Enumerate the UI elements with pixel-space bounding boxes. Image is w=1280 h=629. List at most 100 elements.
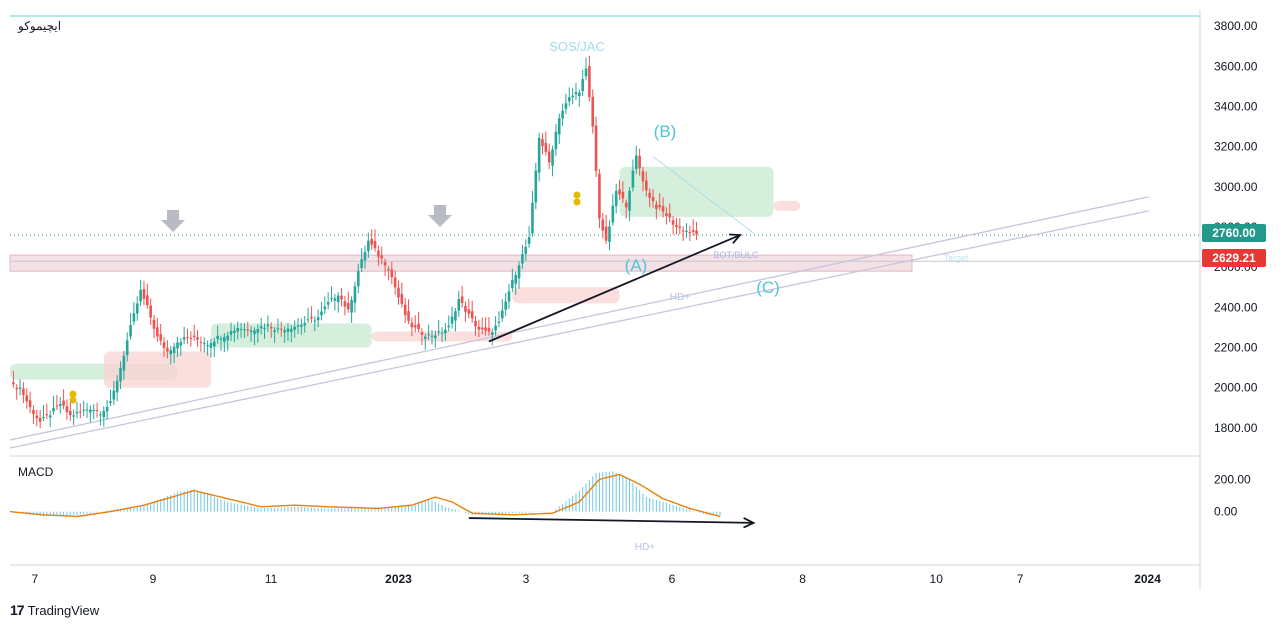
time-tick-label: 8	[799, 572, 806, 586]
ichimoku-cloud	[10, 166, 801, 388]
candle-body	[149, 305, 152, 318]
candle-body	[497, 321, 501, 323]
candle-body	[678, 226, 682, 228]
candle-body	[604, 226, 608, 241]
trendlines[interactable]	[9, 156, 1149, 449]
candle-body	[427, 334, 430, 336]
resistance-zone	[9, 254, 913, 272]
candle-body	[628, 190, 631, 211]
candle-body	[480, 327, 484, 330]
candle-body	[229, 330, 233, 335]
candle-body	[290, 328, 293, 332]
drawn-arrows[interactable]	[468, 233, 756, 529]
candle-body	[614, 190, 618, 207]
candle-body	[25, 395, 29, 402]
candle-body	[52, 407, 55, 412]
candle-body	[58, 404, 62, 407]
macd-pane	[9, 471, 721, 518]
candle-body	[588, 66, 591, 97]
candle-body	[92, 409, 96, 411]
candle-body	[313, 320, 317, 322]
candle-body	[192, 335, 196, 337]
candle-body	[82, 409, 85, 411]
candle-body	[226, 335, 229, 341]
candle-body	[357, 271, 360, 287]
price-tick-label: 3000.00	[1214, 180, 1258, 194]
candle-body	[601, 219, 605, 231]
candlesticks	[12, 55, 698, 429]
candle-body	[330, 297, 333, 299]
candle-body	[440, 332, 444, 334]
candle-body	[139, 289, 142, 302]
candle-body	[189, 337, 193, 339]
watermark: SOS/JAC	[549, 39, 605, 54]
candle-body	[363, 251, 367, 261]
candle-body	[340, 295, 343, 300]
candle-body	[300, 324, 303, 327]
candle-body	[179, 342, 183, 346]
symbol-name: ایچیموکو	[17, 19, 61, 33]
candle-body	[212, 341, 216, 347]
candle-body	[377, 250, 380, 257]
candle-body	[122, 355, 126, 371]
candle-body	[638, 155, 641, 169]
candle-body	[28, 400, 32, 408]
candle-body	[581, 79, 584, 91]
macd-divergence-arrow	[468, 517, 754, 524]
time-tick-label: 2024	[1134, 572, 1161, 586]
candle-body	[434, 335, 437, 339]
time-tick-label: 11	[265, 572, 278, 586]
candle-body	[534, 170, 538, 203]
horizontal-levels[interactable]	[10, 234, 1200, 262]
candle-body	[216, 335, 219, 340]
candle-body	[22, 388, 25, 396]
signal-coin-icon	[69, 390, 77, 404]
candle-body	[665, 213, 668, 216]
candle-body	[95, 410, 99, 412]
candle-body	[598, 173, 601, 219]
price-axis[interactable]: 3800.003600.003400.003200.003000.002800.…	[1214, 19, 1258, 519]
time-tick-label: 10	[930, 572, 944, 586]
candle-body	[400, 294, 404, 304]
candle-body	[631, 170, 635, 188]
wave-label-a: (A)	[625, 256, 648, 275]
time-axis[interactable]: 7 9 11 2023 3 6 8 10 7 2024	[32, 572, 1162, 586]
candle-body	[326, 302, 330, 305]
candle-body	[373, 241, 377, 249]
tradingview-wordmark: TradingView	[27, 602, 100, 618]
marker-arrow-down-icon	[161, 210, 185, 232]
candle-body	[38, 417, 42, 422]
candle-body	[35, 415, 39, 419]
tradingview-logo[interactable]: 17 TradingView	[10, 602, 99, 618]
target-label: Target	[943, 253, 969, 263]
candle-body	[68, 410, 72, 416]
cloud-segment	[619, 166, 774, 217]
candle-body	[618, 189, 621, 195]
candle-body	[645, 180, 648, 191]
time-tick-label: 7	[32, 572, 39, 586]
candle-body	[129, 325, 132, 337]
trendline	[9, 196, 1149, 441]
candle-body	[524, 246, 528, 254]
price-divergence-arrow	[488, 234, 741, 343]
candle-body	[243, 329, 246, 331]
candle-body	[397, 287, 400, 298]
time-tick-label: 9	[150, 572, 157, 586]
candle-body	[135, 303, 139, 314]
candle-body	[567, 97, 571, 102]
candle-body	[504, 301, 507, 310]
time-tick-label: 2023	[385, 572, 412, 586]
candle-body	[688, 231, 692, 233]
candle-body	[263, 327, 266, 330]
candle-body	[182, 337, 186, 340]
price-tick-label: 2000.00	[1214, 381, 1258, 395]
candle-body	[648, 192, 651, 198]
candle-body	[156, 327, 159, 337]
candle-body	[169, 349, 173, 355]
candle-body	[45, 414, 49, 416]
candle-body	[223, 336, 226, 342]
candle-body	[413, 325, 417, 328]
price-tick-label: 3600.00	[1214, 59, 1258, 73]
support-price-label: 2629.21	[1212, 251, 1256, 265]
